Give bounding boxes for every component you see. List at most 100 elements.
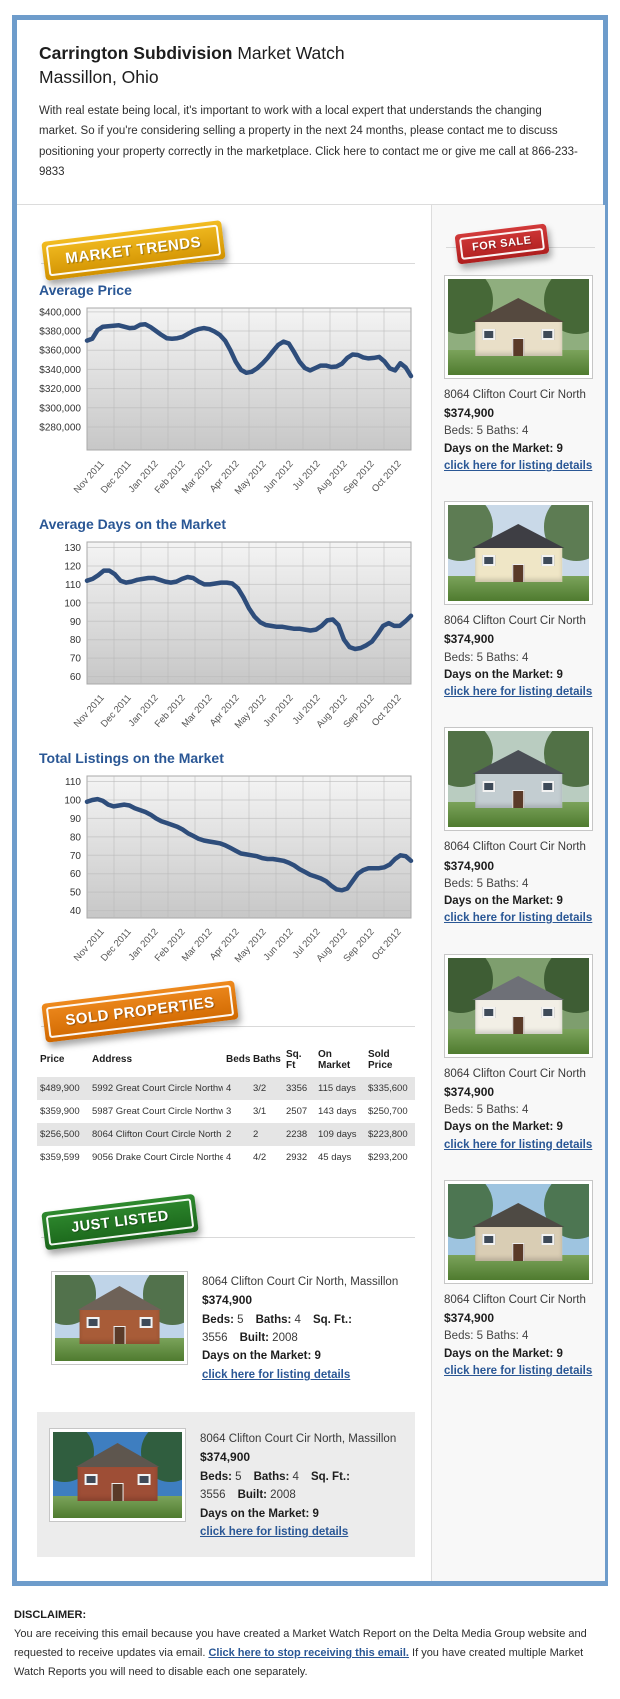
house-graphic [468, 750, 570, 809]
house-graphic [468, 976, 570, 1035]
roof-graphic [472, 976, 565, 1001]
sold-table-column-header: Address [92, 1054, 133, 1066]
sold-table-cell: 4/2 [253, 1151, 267, 1163]
door-graphic [113, 1325, 126, 1344]
sold-table-row: $489,900 5992 Great Court Circle Northwes… [37, 1076, 415, 1100]
sold-table-cell: 3 [226, 1105, 232, 1117]
for-sale-badge-label: FOR SALE [458, 227, 545, 260]
window-graphic [139, 1316, 153, 1328]
listing-address: 8064 Clifton Court Cir North [444, 841, 586, 854]
market-trends-badge: MARKET TRENDS [41, 219, 226, 281]
window-graphic [86, 1316, 100, 1328]
listing-specs: Beds: 5 Baths: 4 Sq. Ft.: 3556 Built: 2008 [200, 1471, 350, 1501]
listing-days-on-market: Days on the Market: 9 [444, 1121, 563, 1134]
listing-details: 8064 Clifton Court Cir North $374,900 Be… [444, 1066, 593, 1154]
listing-details-link[interactable]: click here for listing details [444, 1364, 593, 1377]
sold-properties-badge-label: SOLD PROPERTIES [45, 984, 235, 1038]
house-body-graphic [79, 1309, 160, 1344]
house-illustration [448, 278, 589, 375]
listing-beds-baths: Beds: 5 Baths: 4 [444, 1104, 529, 1116]
sold-table-cell: 5992 Great Court Circle Northwest [92, 1082, 223, 1094]
window-graphic [482, 1233, 496, 1245]
sold-table-cell: 4 [226, 1082, 232, 1094]
intro-paragraph: With real estate being local, it's impor… [39, 105, 578, 178]
listing-details-link[interactable]: click here for listing details [444, 686, 593, 698]
listing-spec: Sq. Ft.: 3556 [202, 1313, 352, 1344]
for-sale-listings: 8064 Clifton Court Cir North $374,900 Be… [442, 274, 595, 1380]
sold-table-cell: 45 days [318, 1151, 352, 1163]
sold-table-cell: 143 days [318, 1105, 357, 1117]
listing-days-on-market: Days on the Market: 9 [444, 1347, 563, 1360]
just-listed-item: 8064 Clifton Court Cir North, Massillon … [37, 1412, 415, 1558]
total-listings-chart-block: Total Listings on the Market 110 100 90 80 7… [37, 750, 415, 970]
just-listed-listings: 8064 Clifton Court Cir North, Massillon … [37, 1259, 415, 1558]
roof-graphic [472, 750, 565, 775]
window-graphic [482, 781, 496, 793]
svg-text:100: 100 [64, 598, 81, 609]
average-price-chart-block: Average Price $400,000 $380,000 $360,000 $3… [37, 282, 415, 502]
house-illustration [55, 1274, 184, 1361]
for-sale-listing-item: 8064 Clifton Court Cir North $374,900 Be… [444, 274, 593, 475]
newsletter-frame: Carrington Subdivision Market Watch Mass… [12, 15, 608, 1587]
section-rule [41, 262, 415, 264]
house-illustration [53, 1432, 182, 1519]
listing-days-on-market: Days on the Market: 9 [200, 1507, 319, 1520]
listing-details-link[interactable]: click here for listing details [444, 912, 593, 925]
listing-address: 8064 Clifton Court Cir North, Massillon [200, 1433, 397, 1446]
page-title-rest: Market Watch [232, 43, 345, 63]
main-column: MARKET TRENDS Average Price $400,000 $380… [17, 205, 431, 1582]
svg-text:70: 70 [70, 653, 82, 664]
house-illustration [448, 957, 589, 1054]
listing-details-link[interactable]: click here for listing details [202, 1368, 351, 1381]
window-graphic [541, 554, 555, 566]
house-body-graphic [474, 774, 563, 809]
listing-price: $374,900 [444, 406, 495, 420]
for-sale-listing-item: 8064 Clifton Court Cir North $374,900 Be… [444, 953, 593, 1154]
sold-table-column-header: On Market [318, 1048, 351, 1071]
sold-table-cell: 115 days [318, 1082, 356, 1094]
listing-details-link[interactable]: click here for listing details [200, 1526, 349, 1539]
svg-text:80: 80 [70, 832, 82, 843]
stop-receiving-link[interactable]: Click here to stop receiving this email. [208, 1646, 409, 1659]
sold-table-column-header: Beds [226, 1054, 251, 1066]
sold-table-cell: $293,200 [368, 1151, 408, 1163]
svg-text:60: 60 [70, 672, 82, 683]
svg-text:70: 70 [70, 851, 82, 862]
svg-text:Oct 2012: Oct 2012 [370, 692, 404, 728]
house-illustration [448, 731, 589, 828]
sold-table-row: $359,900 5987 Great Court Circle Northwes… [37, 1099, 415, 1123]
svg-text:$280,000: $280,000 [39, 422, 81, 433]
listing-days-on-market: Days on the Market: 9 [202, 1350, 321, 1363]
sold-table-column-header: Baths [253, 1054, 281, 1066]
listing-address: 8064 Clifton Court Cir North [444, 1067, 586, 1080]
property-photo [51, 1270, 188, 1365]
door-graphic [111, 1482, 124, 1501]
window-graphic [482, 1007, 496, 1019]
listing-details-link[interactable]: click here for listing details [444, 1138, 593, 1151]
just-listed-section-head: JUST LISTED [37, 1193, 415, 1251]
content: MARKET TRENDS Average Price $400,000 $380… [17, 203, 605, 1582]
listing-price: $374,900 [444, 632, 495, 647]
listing-address: 8064 Clifton Court Cir North [444, 1293, 586, 1306]
sold-table-header: Price Address Beds Baths Sq. Ft On Market Sold… [37, 1043, 415, 1077]
sold-table-cell: $359,599 [40, 1151, 80, 1163]
for-sale-listing-item: 8064 Clifton Court Cir North $374,900 Be… [444, 501, 593, 701]
sold-table-cell: 109 days [318, 1128, 357, 1140]
svg-text:100: 100 [64, 795, 81, 806]
listing-price: $374,900 [444, 858, 495, 873]
disclaimer-heading: DISCLAIMER: [14, 1609, 87, 1622]
window-graphic [482, 328, 496, 340]
property-photo [444, 274, 593, 379]
for-sale-listing-item: 8064 Clifton Court Cir North $374,900 Be… [444, 1179, 593, 1380]
sold-table-cell: $335,600 [368, 1082, 408, 1094]
average-days-chart-block: Average Days on the Market 130 120 110 100 9… [37, 516, 415, 736]
sidebar: FOR SALE 8064 Clifton [431, 204, 605, 1582]
just-listed-badge: JUST LISTED [41, 1193, 199, 1251]
house-illustration [448, 1183, 589, 1280]
listing-days-on-market: Days on the Market: 9 [444, 442, 563, 455]
listing-details-link[interactable]: click here for listing details [444, 459, 593, 472]
listing-details: 8064 Clifton Court Cir North $374,900 Be… [444, 613, 593, 701]
door-graphic [512, 1016, 525, 1035]
lawn-graphic [55, 1338, 184, 1361]
